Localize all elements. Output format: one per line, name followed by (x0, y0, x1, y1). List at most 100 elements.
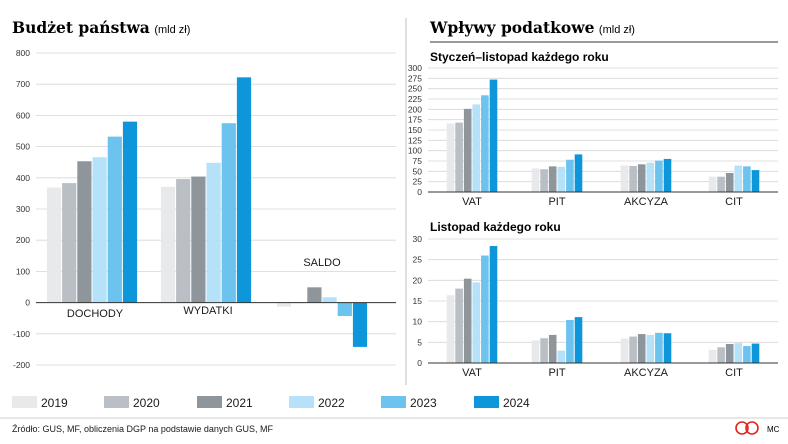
legend-label-2021: 2021 (226, 396, 253, 410)
budget-y-tick-label: 300 (16, 204, 30, 214)
legend-swatch-2020 (104, 396, 129, 408)
legend-swatch-2021 (197, 396, 222, 408)
tax-november-y-tick-label: 25 (413, 255, 423, 265)
tax-november-bar-pit-2024 (574, 317, 583, 363)
tax-jan-nov-bar-vat-2019 (446, 123, 455, 192)
tax-november-bar-akcyza-2020 (629, 336, 637, 363)
tax-november-bar-akcyza-2019 (620, 338, 629, 363)
tax-november-bar-vat-2021 (463, 278, 472, 363)
tax-jan-nov-y-tick-label: 25 (413, 177, 423, 187)
tax-november-bar-cit-2020 (717, 347, 725, 363)
tax-jan-nov-bar-vat-2022 (472, 104, 481, 192)
tax-jan-nov-y-tick-label: 125 (408, 135, 422, 145)
budget-y-tick-label: 500 (16, 142, 30, 152)
tax-november-bar-akcyza-2021 (637, 334, 646, 363)
tax-jan-nov-y-tick-label: 275 (408, 73, 422, 83)
tax-jan-nov-bar-pit-2021 (548, 166, 557, 192)
tax-november-bar-pit-2020 (540, 338, 548, 363)
budget-y-tick-label: 700 (16, 79, 30, 89)
tax-jan-nov-bar-vat-2023 (481, 95, 489, 192)
budget-bar-dochody-2021 (77, 161, 92, 303)
budget-chart-title: Budżet państwa (mld zł) (12, 18, 190, 37)
tax-november-category-label: VAT (462, 367, 482, 379)
tax-november-bar-cit-2023 (743, 346, 751, 363)
publisher-logo (735, 421, 759, 435)
author-credit: MC (767, 425, 780, 434)
tax-november-subtitle: Listopad każdego roku (430, 220, 561, 234)
tax-november-bar-cit-2022 (734, 343, 743, 363)
budget-bar-wydatki-2023 (221, 123, 236, 303)
tax-jan-nov-category-label: CIT (725, 196, 743, 208)
tax-jan-nov-y-tick-label: 225 (408, 94, 422, 104)
legend-swatch-2023 (381, 396, 406, 408)
legend-label-2022: 2022 (318, 396, 345, 410)
tax-jan-nov-bar-pit-2020 (540, 169, 548, 192)
tax-november-y-tick-label: 0 (417, 358, 422, 368)
tax-jan-nov-bar-cit-2024 (751, 170, 760, 192)
budget-y-tick-label: 100 (16, 266, 30, 276)
budget-bar-saldo-2021 (307, 287, 322, 303)
budget-bar-dochody-2024 (122, 121, 138, 303)
tax-november-bar-vat-2019 (446, 295, 455, 363)
tax-jan-nov-y-tick-label: 150 (408, 125, 422, 135)
tax-jan-nov-subtitle: Styczeń–listopad każdego roku (430, 50, 609, 64)
budget-bar-saldo-2024 (352, 302, 368, 347)
tax-november-category-label: AKCYZA (624, 367, 669, 379)
tax-november-category-label: CIT (725, 367, 743, 379)
budget-bar-wydatki-2024 (236, 77, 252, 303)
tax-november-bar-pit-2022 (557, 350, 566, 363)
legend-swatch-2019 (12, 396, 37, 408)
tax-november-bar-pit-2019 (531, 340, 540, 363)
tax-november-y-tick-label: 10 (413, 317, 423, 327)
legend-swatch-2024 (474, 396, 499, 408)
budget-bar-wydatki-2020 (176, 179, 191, 303)
tax-jan-nov-y-tick-label: 200 (408, 104, 422, 114)
budget-category-label: WYDATKI (183, 305, 232, 317)
tax-jan-nov-bar-akcyza-2021 (637, 164, 646, 192)
budget-bar-wydatki-2021 (191, 176, 206, 303)
tax-jan-nov-bar-akcyza-2022 (646, 162, 655, 192)
budget-y-tick-label: 600 (16, 110, 30, 120)
tax-jan-nov-bar-akcyza-2023 (655, 160, 663, 192)
tax-jan-nov-y-tick-label: 0 (417, 187, 422, 197)
tax-november-bar-vat-2024 (489, 246, 498, 363)
tax-november-category-label: PIT (548, 367, 565, 379)
tax-november-bar-akcyza-2024 (663, 333, 672, 363)
budget-bar-saldo-2023 (337, 302, 352, 317)
tax-november-bar-vat-2022 (472, 282, 481, 363)
tax-november-y-tick-label: 20 (413, 275, 423, 285)
tax-jan-nov-bar-vat-2021 (463, 108, 472, 192)
tax-jan-nov-y-tick-label: 175 (408, 115, 422, 125)
tax-november-bar-cit-2019 (708, 349, 717, 363)
tax-jan-nov-bar-vat-2020 (455, 122, 463, 192)
tax-jan-nov-bar-pit-2019 (531, 168, 540, 192)
budget-category-label: DOCHODY (67, 308, 124, 320)
budget-bar-dochody-2019 (46, 187, 62, 303)
budget-bar-saldo-2022 (322, 297, 337, 303)
tax-november-y-tick-label: 5 (417, 337, 422, 347)
budget-bar-wydatki-2019 (160, 186, 176, 303)
budget-category-label: SALDO (303, 257, 341, 269)
budget-y-tick-label: 200 (16, 235, 30, 245)
budget-y-tick-label: -100 (13, 329, 30, 339)
budget-bar-dochody-2023 (107, 136, 122, 303)
tax-november-bar-vat-2020 (455, 288, 463, 363)
tax-jan-nov-category-label: VAT (462, 196, 482, 208)
source-note: Źródło: GUS, MF, obliczenia DGP na podst… (12, 424, 273, 434)
tax-jan-nov-y-tick-label: 300 (408, 63, 422, 73)
tax-november-bar-pit-2021 (548, 334, 557, 363)
budget-y-tick-label: 400 (16, 173, 30, 183)
tax-jan-nov-y-tick-label: 50 (413, 166, 423, 176)
budget-bar-saldo-2019 (276, 302, 292, 307)
tax-jan-nov-category-label: AKCYZA (624, 196, 669, 208)
legend-label-2020: 2020 (133, 396, 160, 410)
tax-jan-nov-bar-pit-2023 (566, 159, 574, 192)
tax-november-bar-pit-2023 (566, 320, 574, 363)
tax-november-bar-akcyza-2023 (655, 332, 663, 363)
budget-y-tick-label: -200 (13, 360, 30, 370)
budget-y-tick-label: 800 (16, 48, 30, 58)
legend-swatch-2022 (289, 396, 314, 408)
tax-chart-title: Wpływy podatkowe (mld zł) (429, 18, 635, 37)
tax-jan-nov-bar-cit-2023 (743, 166, 751, 192)
